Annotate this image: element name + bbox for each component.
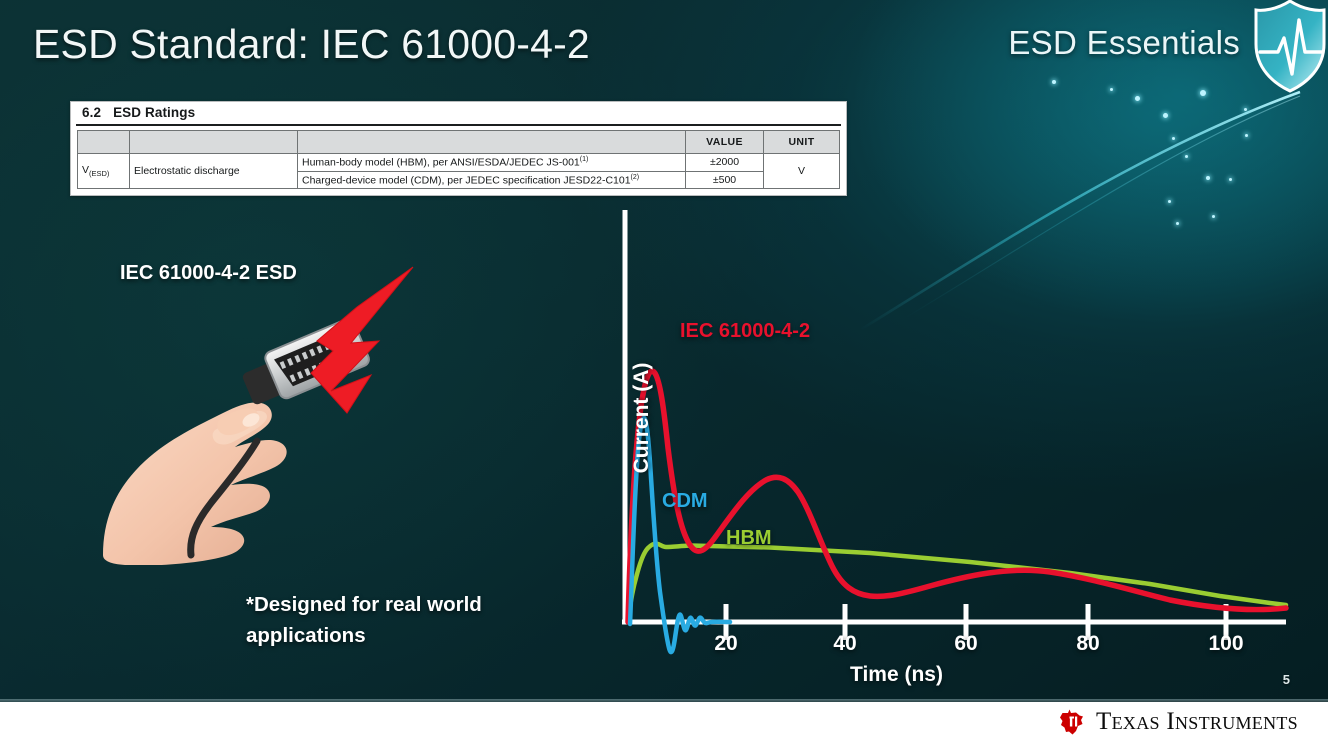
star-dot bbox=[1163, 113, 1168, 118]
ratings-table: VALUE UNIT V(ESD) Electrostatic discharg… bbox=[77, 130, 840, 189]
x-tick-label: 20 bbox=[714, 632, 738, 655]
star-dot bbox=[1245, 134, 1248, 137]
star-dot bbox=[1052, 80, 1056, 84]
brand-label: ESD Essentials bbox=[1008, 24, 1240, 61]
series-label-iec-text: IEC 61000-4-2 bbox=[680, 320, 811, 342]
page-title: ESD Standard: IEC 61000-4-2 bbox=[33, 21, 590, 67]
cell-value: ±500 bbox=[685, 170, 764, 189]
chart-plot: IEC 61000-4-2 CDM HBM bbox=[622, 210, 1289, 655]
real-world-note: *Designed for real world applications bbox=[246, 593, 482, 648]
hand-holding-cable-icon bbox=[103, 402, 287, 565]
th-unit: UNIT bbox=[763, 130, 840, 154]
table-row: V(ESD) Electrostatic discharge Human-bod… bbox=[77, 153, 840, 189]
star-dot bbox=[1168, 200, 1171, 203]
slide-number: 5 bbox=[1282, 672, 1290, 687]
table-header-row: VALUE UNIT bbox=[77, 130, 840, 154]
x-tick-label: 40 bbox=[833, 632, 857, 655]
th-blank-description bbox=[297, 130, 686, 154]
table-caption: 6.2 ESD Ratings bbox=[76, 102, 841, 126]
symbol-subscript: (ESD) bbox=[89, 169, 110, 179]
cell-symbol: V(ESD) bbox=[77, 153, 130, 189]
series-label-cdm-text: CDM bbox=[662, 490, 708, 512]
texas-instruments-logo: Texas Instruments bbox=[1057, 707, 1298, 737]
series-label-hbm-text: HBM bbox=[726, 527, 772, 549]
y-axis-label: Current (A) bbox=[630, 362, 653, 474]
slide-canvas: ESD Standard: IEC 61000-4-2 ESD Essentia… bbox=[0, 0, 1328, 702]
star-dot bbox=[1110, 88, 1113, 91]
esd-ratings-table: 6.2 ESD Ratings VALUE UNIT bbox=[70, 101, 847, 196]
star-dot bbox=[1200, 90, 1206, 96]
ti-company-name: Texas Instruments bbox=[1096, 708, 1298, 735]
table-caption-text: ESD Ratings bbox=[113, 105, 196, 120]
cell-description: Human-body model (HBM), per ANSI/ESDA/JE… bbox=[297, 153, 686, 172]
star-dot bbox=[1135, 96, 1140, 101]
star-dot bbox=[1244, 108, 1247, 111]
description-text: Human-body model (HBM), per ANSI/ESDA/JE… bbox=[302, 156, 580, 169]
star-dot bbox=[1206, 176, 1210, 180]
star-dot bbox=[1212, 215, 1215, 218]
series-iec-line bbox=[625, 368, 1289, 625]
symbol-text: V bbox=[82, 163, 90, 176]
lightning-bolt-icon bbox=[310, 266, 414, 414]
series-cdm-line bbox=[627, 415, 733, 655]
x-tick-label: 100 bbox=[1208, 632, 1244, 655]
footnote-marker: (2) bbox=[630, 173, 640, 181]
cell-unit: V bbox=[763, 153, 840, 189]
star-dot bbox=[1176, 222, 1179, 225]
esd-discharge-illustration bbox=[103, 266, 414, 565]
th-blank-symbol bbox=[77, 130, 130, 154]
th-value: VALUE bbox=[685, 130, 764, 154]
table-section-number: 6.2 bbox=[82, 105, 102, 120]
x-axis-label: Time (ns) bbox=[850, 663, 943, 686]
esd-waveform-chart: IEC 61000-4-2 CDM HBM IEC 61000-4-2 CDM … bbox=[570, 200, 1310, 700]
table-row: Charged-device model (CDM), per JEDEC sp… bbox=[78, 170, 840, 189]
cell-description: Charged-device model (CDM), per JEDEC sp… bbox=[297, 170, 686, 189]
description-text: Charged-device model (CDM), per JEDEC sp… bbox=[302, 174, 631, 186]
left-panel-caption: IEC 61000-4-2 ESD bbox=[120, 262, 297, 284]
x-tick-label: 60 bbox=[954, 632, 978, 655]
star-dot bbox=[1229, 178, 1232, 181]
star-dot bbox=[1185, 155, 1188, 158]
cell-value: ±2000 bbox=[685, 153, 764, 172]
footnote-marker: (1) bbox=[579, 156, 589, 163]
ti-texas-mark-icon bbox=[1060, 709, 1084, 735]
star-dot bbox=[1172, 137, 1175, 140]
shield-heartbeat-icon bbox=[1254, 0, 1326, 93]
x-tick-label: 80 bbox=[1076, 632, 1100, 655]
th-blank-parameter bbox=[129, 130, 298, 154]
cell-parameter: Electrostatic discharge bbox=[129, 153, 298, 189]
slide-footer: Texas Instruments bbox=[0, 702, 1328, 746]
